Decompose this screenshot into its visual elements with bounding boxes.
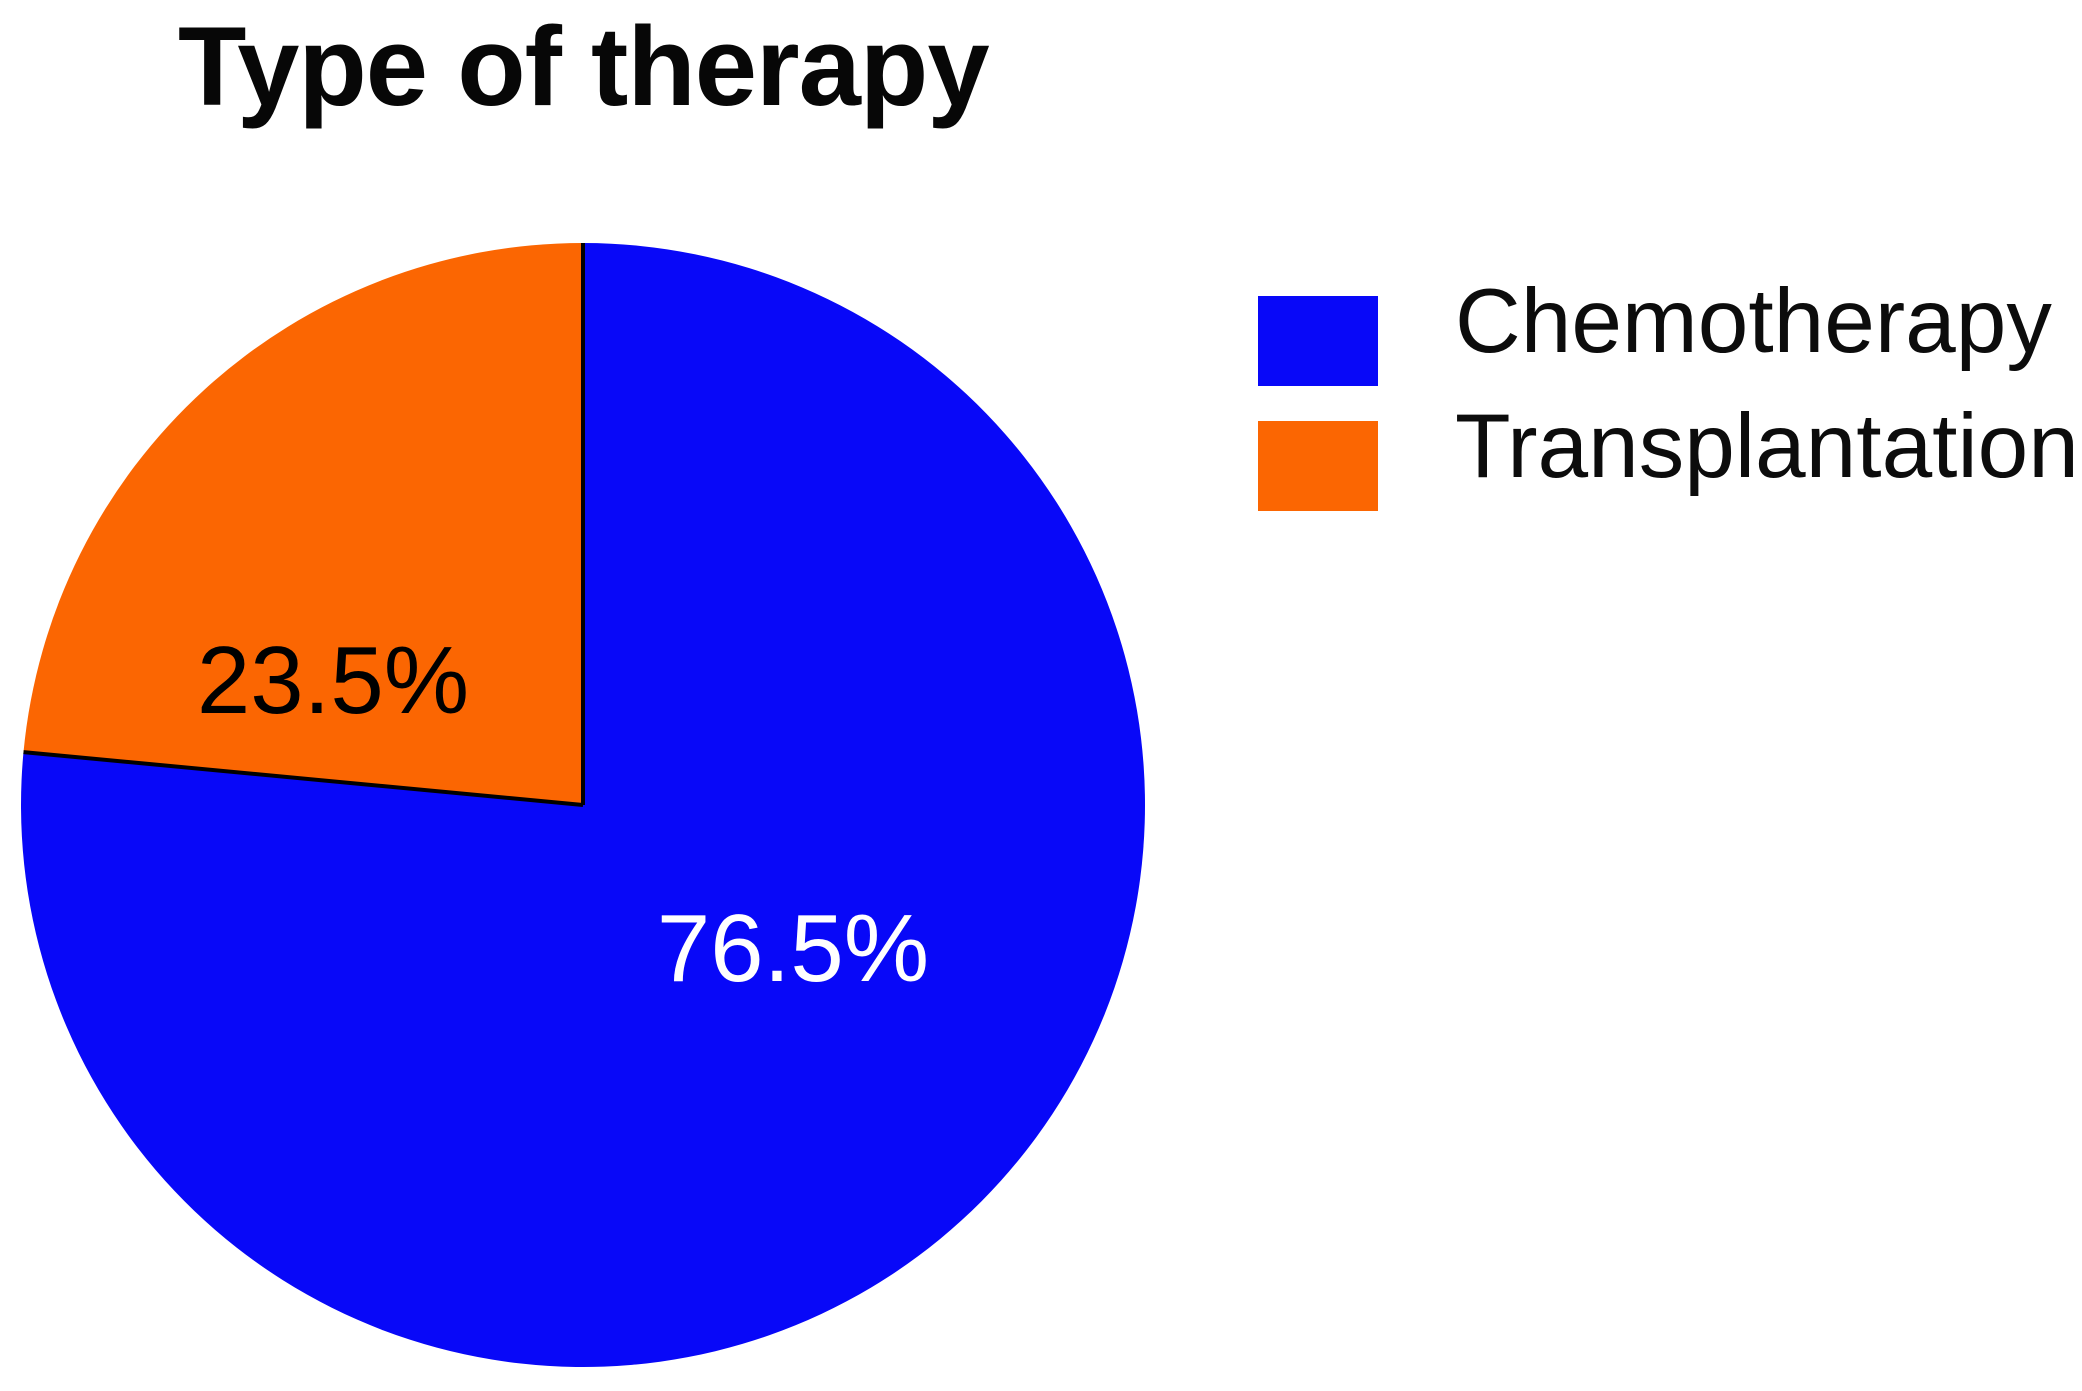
legend-swatch-chemotherapy	[1258, 296, 1378, 386]
chart-title: Type of therapy	[178, 4, 990, 129]
legend-swatch-transplantation	[1258, 421, 1378, 511]
legend-label-transplantation: Transplantation	[1455, 396, 2079, 497]
legend-item-transplantation: Transplantation	[1258, 395, 2079, 511]
legend-item-chemotherapy: Chemotherapy	[1258, 270, 2052, 386]
pie-slice-transplantation	[23, 243, 583, 805]
slice-divider	[23, 750, 584, 807]
pie-slice-label-chemotherapy: 76.5%	[657, 895, 929, 1002]
legend-label-chemotherapy: Chemotherapy	[1455, 271, 2052, 372]
pie-slice-label-transplantation: 23.5%	[197, 627, 469, 734]
